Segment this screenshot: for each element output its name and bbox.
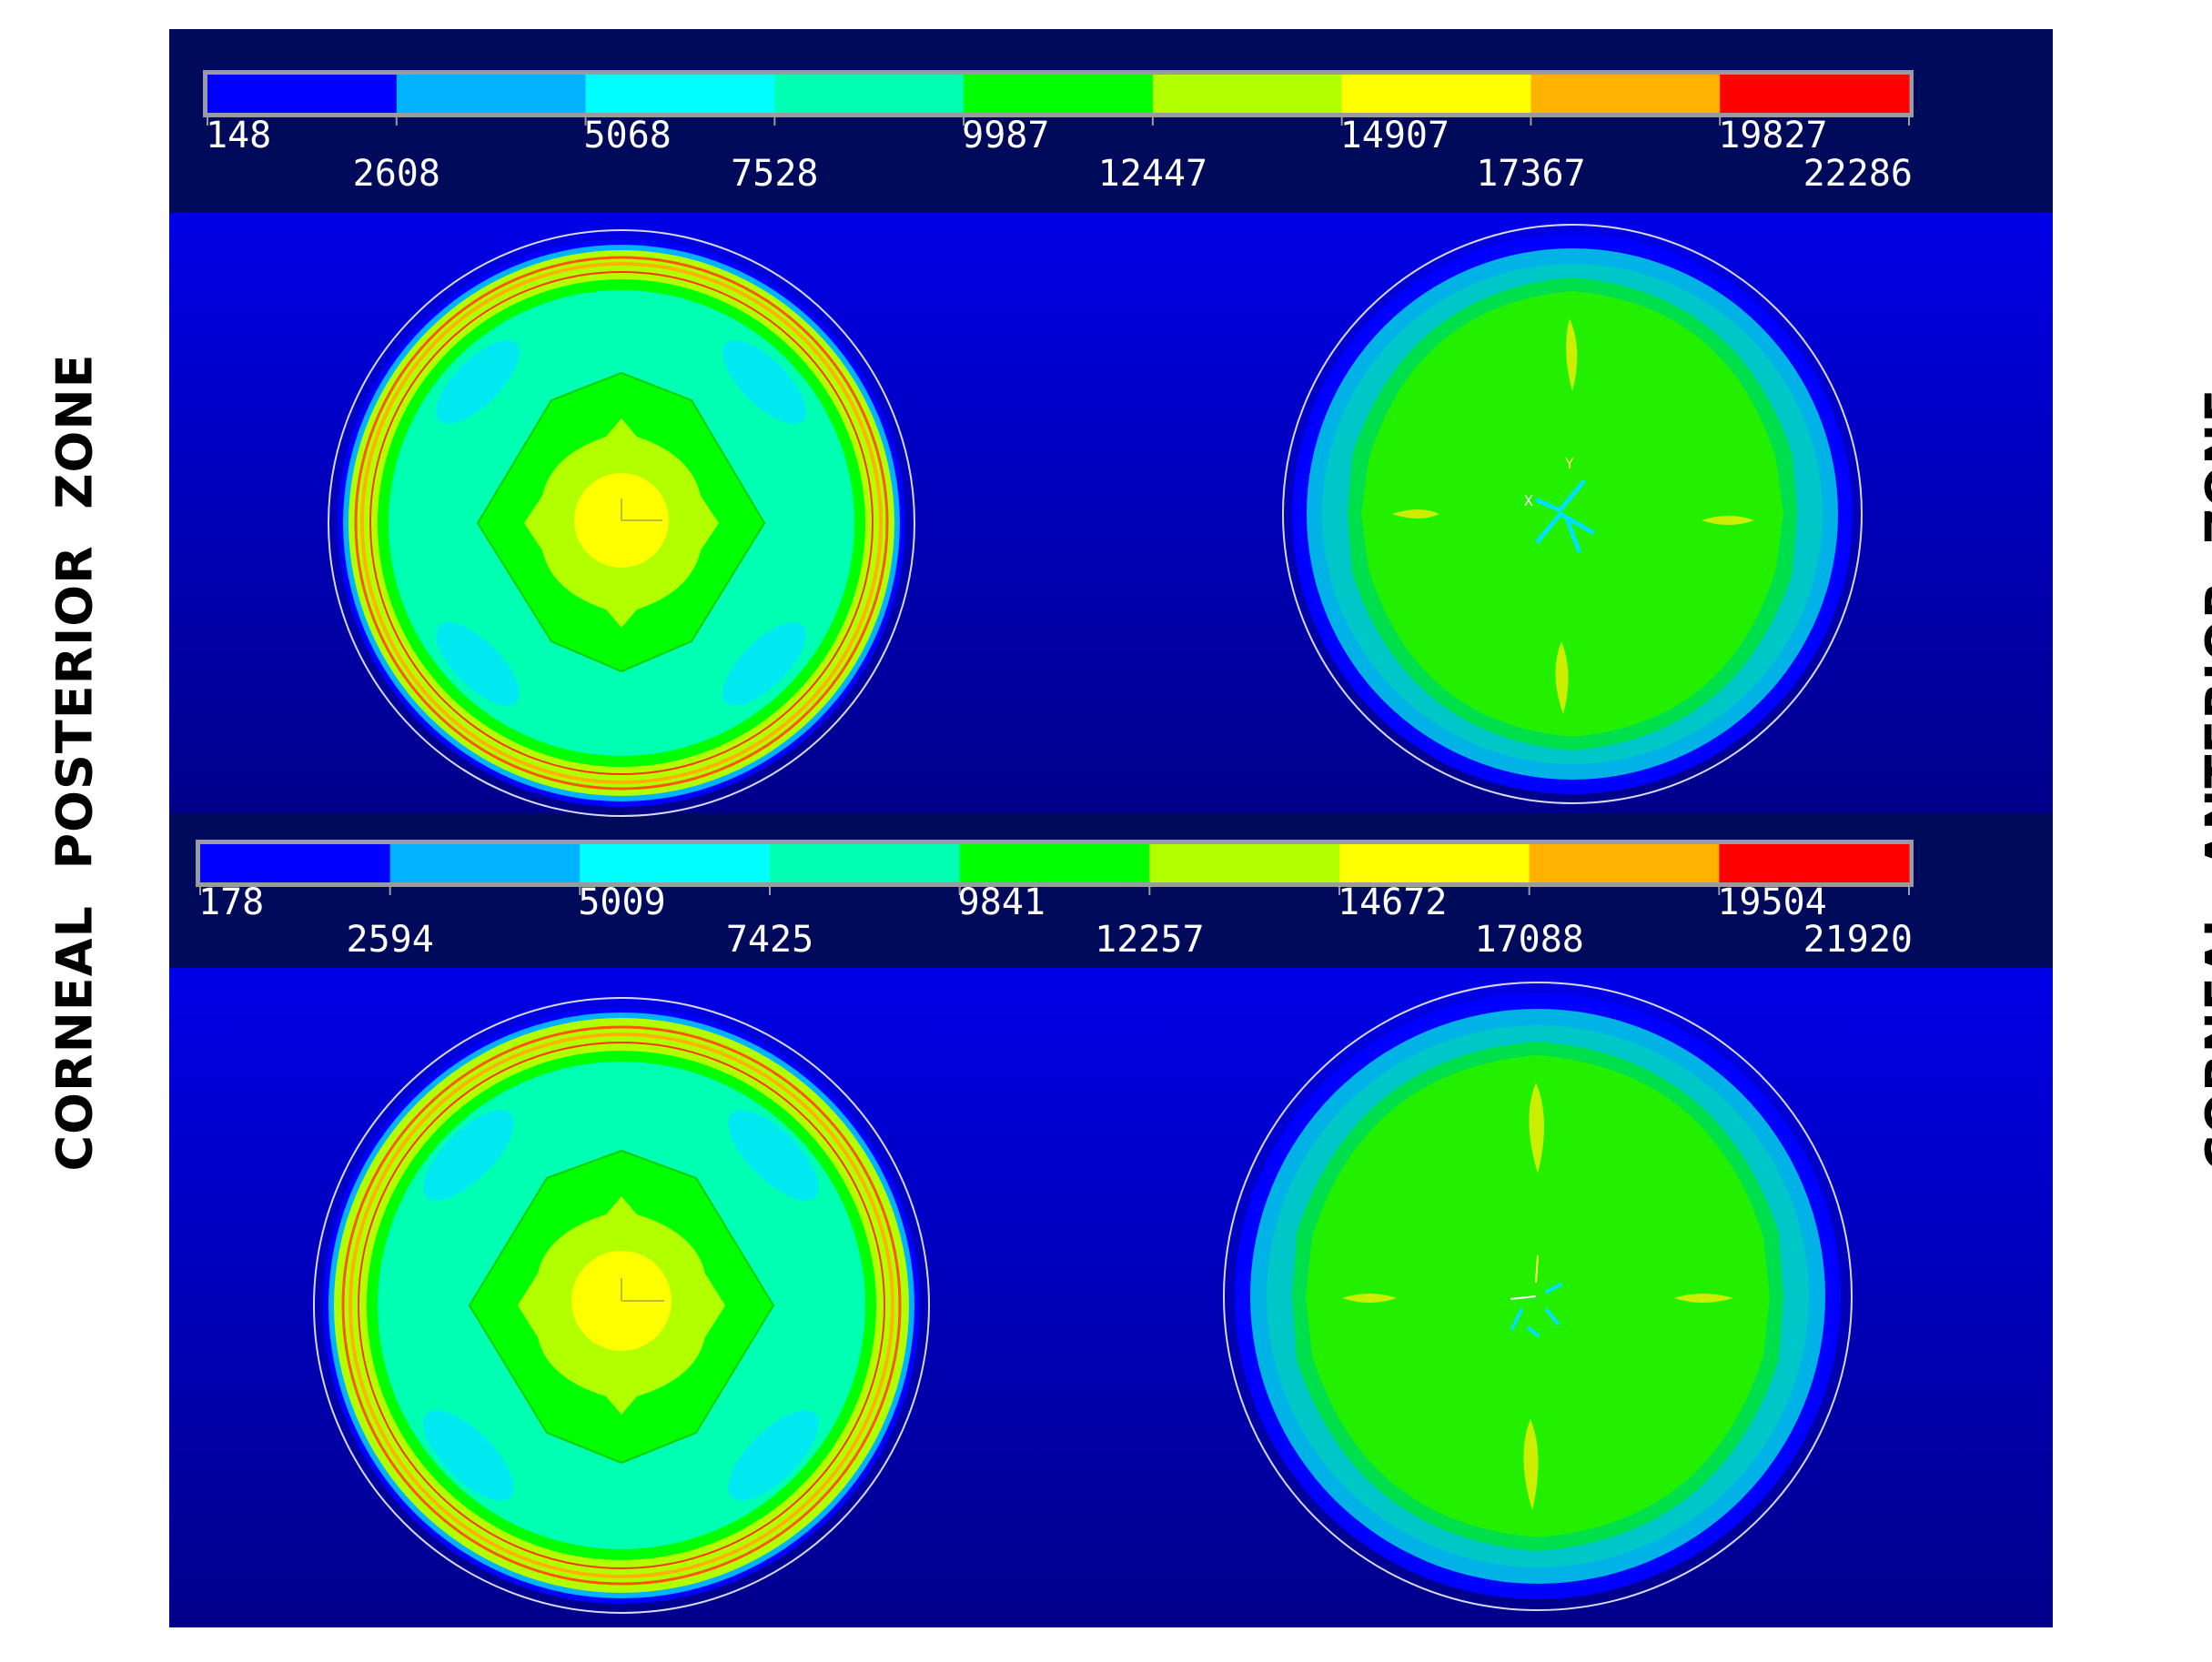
legend-tick-label: 21920 bbox=[1803, 919, 1913, 961]
legend-color-band bbox=[1529, 844, 1720, 882]
legend-color-band bbox=[1719, 844, 1910, 882]
legend-color-band bbox=[207, 75, 398, 113]
legend-tick-label: 14907 bbox=[1340, 115, 1449, 156]
legend-color-band bbox=[580, 844, 771, 882]
legend-tick-label: 7425 bbox=[726, 919, 813, 961]
legend-tick-label: 12447 bbox=[1098, 153, 1207, 195]
axis-label-x: X bbox=[1524, 492, 1533, 509]
legend-color-band bbox=[1341, 75, 1531, 113]
legend-tick-label: 2608 bbox=[353, 153, 440, 195]
legend-color-band bbox=[1720, 75, 1910, 113]
legend-color-band bbox=[200, 844, 391, 882]
legend-color-band bbox=[964, 75, 1154, 113]
anterior-contour-disc-lower bbox=[1223, 982, 1853, 1611]
legend-tick-label: 17088 bbox=[1474, 919, 1583, 961]
legend-tick-label: 17367 bbox=[1476, 153, 1585, 195]
legend-color-band bbox=[396, 75, 587, 113]
legend-color-band bbox=[1152, 75, 1343, 113]
legend-tick-label: 12257 bbox=[1095, 919, 1204, 961]
legend-color-band bbox=[774, 75, 965, 113]
axis-label-y: Y bbox=[1565, 455, 1574, 472]
legend-color-band bbox=[1149, 844, 1340, 882]
legend-tick-label: 19504 bbox=[1717, 881, 1826, 923]
upper-color-legend: 148 2608 5068 7528 9987 12447 14907 17367 198272… bbox=[203, 70, 1914, 195]
lower-legend-background bbox=[169, 813, 2053, 968]
legend-tick-label: 5068 bbox=[584, 115, 672, 156]
legend-color-band bbox=[389, 844, 581, 882]
legend-color-band bbox=[770, 844, 961, 882]
legend-tick-label: 7528 bbox=[731, 153, 818, 195]
legend-color-band bbox=[585, 75, 775, 113]
legend-tick-label: 19827 bbox=[1718, 115, 1827, 156]
legend-tick-label: 2594 bbox=[347, 919, 434, 961]
legend-tick-label: 178 bbox=[198, 881, 264, 923]
upper-legend-background bbox=[169, 29, 2053, 213]
posterior-contour-disc-upper bbox=[328, 229, 915, 817]
legend-tick-label: 5009 bbox=[578, 881, 665, 923]
posterior-contour-disc-lower bbox=[313, 997, 930, 1614]
legend-color-band bbox=[1530, 75, 1721, 113]
legend-tick-label: 9987 bbox=[962, 115, 1049, 156]
legend-tick-label: 148 bbox=[206, 115, 271, 156]
legend-tick-label: 14672 bbox=[1338, 881, 1447, 923]
legend-color-band bbox=[1339, 844, 1530, 882]
legend-tick-label: 9841 bbox=[958, 881, 1045, 923]
legend-color-band bbox=[959, 844, 1150, 882]
lower-color-legend: 178 2594 5009 7425 9841 12257 14672 17088 195042… bbox=[196, 840, 1914, 961]
anterior-contour-disc-upper: Y X bbox=[1282, 224, 1863, 804]
legend-tick-label: 22286 bbox=[1803, 153, 1913, 195]
